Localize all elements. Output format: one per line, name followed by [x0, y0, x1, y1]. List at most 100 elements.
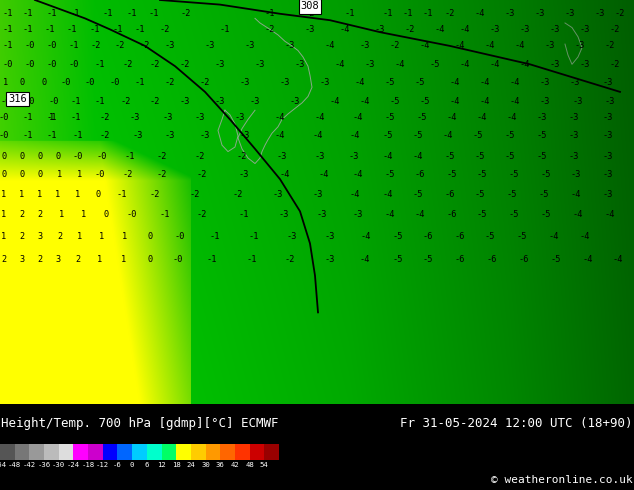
Text: -3: -3 — [239, 170, 249, 179]
Text: -3: -3 — [603, 170, 613, 179]
Bar — [29, 444, 44, 460]
Text: -3: -3 — [603, 113, 613, 122]
Text: -5: -5 — [423, 255, 433, 264]
Text: -1: -1 — [94, 60, 105, 69]
Text: 308: 308 — [301, 1, 320, 11]
Text: -3: -3 — [565, 9, 575, 18]
Text: -3: -3 — [317, 211, 327, 220]
Text: 0: 0 — [37, 152, 42, 161]
Text: -4: -4 — [515, 42, 525, 50]
Text: -5: -5 — [392, 232, 403, 241]
Text: 1: 1 — [81, 211, 87, 220]
Text: -4: -4 — [330, 97, 340, 105]
Text: -5: -5 — [385, 170, 395, 179]
Text: -2: -2 — [610, 25, 620, 34]
Text: -3: -3 — [255, 60, 265, 69]
Text: -1: -1 — [23, 9, 33, 18]
Text: -0: -0 — [73, 152, 83, 161]
Bar — [44, 444, 59, 460]
Text: 0: 0 — [1, 152, 6, 161]
Text: 1: 1 — [55, 190, 61, 199]
Text: -1: -1 — [265, 9, 275, 18]
Text: -3: -3 — [575, 42, 585, 50]
Text: -3: -3 — [605, 97, 615, 105]
Bar — [220, 444, 235, 460]
Text: -2: -2 — [115, 42, 126, 50]
Text: -4: -4 — [507, 113, 517, 122]
Text: -24: -24 — [67, 462, 80, 468]
Text: -1: -1 — [345, 9, 355, 18]
Text: -2: -2 — [195, 152, 205, 161]
Text: 1: 1 — [3, 78, 9, 87]
Text: -2: -2 — [200, 78, 210, 87]
Text: -3: -3 — [325, 255, 335, 264]
Text: 1: 1 — [1, 190, 6, 199]
Text: -3: -3 — [603, 152, 613, 161]
Text: © weatheronline.co.uk: © weatheronline.co.uk — [491, 475, 633, 485]
Text: 3: 3 — [20, 255, 25, 264]
Text: -4: -4 — [275, 113, 285, 122]
Text: -1: -1 — [71, 97, 81, 105]
Text: -5: -5 — [505, 131, 515, 141]
Bar — [117, 444, 132, 460]
Text: -6: -6 — [519, 255, 529, 264]
Text: -0: -0 — [47, 60, 57, 69]
Text: -3: -3 — [573, 97, 583, 105]
Text: -4: -4 — [612, 255, 623, 264]
Text: -4: -4 — [605, 211, 615, 220]
Text: -2: -2 — [123, 170, 133, 179]
Text: -3: -3 — [603, 78, 613, 87]
Text: -1: -1 — [423, 9, 433, 18]
Text: -4: -4 — [571, 190, 581, 199]
Text: 1: 1 — [75, 190, 81, 199]
Text: -4: -4 — [313, 131, 323, 141]
Text: -1: -1 — [247, 255, 257, 264]
Text: -4: -4 — [485, 42, 495, 50]
Text: -3: -3 — [240, 78, 250, 87]
Text: -1: -1 — [135, 78, 145, 87]
Text: -4: -4 — [443, 131, 453, 141]
Text: -5: -5 — [508, 170, 519, 179]
Text: -6: -6 — [455, 255, 465, 264]
Text: -3: -3 — [215, 97, 225, 105]
Text: -0: -0 — [1, 97, 11, 105]
Text: -1: -1 — [220, 25, 230, 34]
Text: -3: -3 — [520, 25, 530, 34]
Text: -0: -0 — [175, 232, 185, 241]
Text: -3: -3 — [320, 78, 330, 87]
Text: -2: -2 — [404, 25, 415, 34]
Text: -4: -4 — [549, 232, 559, 241]
Text: -2: -2 — [390, 42, 400, 50]
Text: -5: -5 — [551, 255, 561, 264]
Text: -12: -12 — [96, 462, 109, 468]
Text: 0: 0 — [95, 190, 101, 199]
Text: -4: -4 — [314, 113, 325, 122]
Text: -1: -1 — [3, 25, 13, 34]
Text: -4: -4 — [480, 97, 490, 105]
Text: -3: -3 — [571, 170, 581, 179]
Text: -0: -0 — [49, 97, 59, 105]
Text: -4: -4 — [385, 211, 395, 220]
Text: 1: 1 — [121, 255, 127, 264]
Text: -1: -1 — [135, 25, 145, 34]
Text: -3: -3 — [165, 42, 175, 50]
Text: -2: -2 — [150, 60, 160, 69]
Text: -4: -4 — [489, 60, 500, 69]
Text: -3: -3 — [353, 211, 363, 220]
Text: -5: -5 — [413, 131, 424, 141]
Bar — [264, 444, 279, 460]
Text: -1: -1 — [67, 25, 77, 34]
Text: -0: -0 — [85, 78, 95, 87]
Text: -5: -5 — [420, 97, 430, 105]
Text: -4: -4 — [415, 211, 425, 220]
Text: -4: -4 — [383, 190, 393, 199]
Text: 0: 0 — [20, 152, 25, 161]
Text: -3: -3 — [540, 97, 550, 105]
Text: -0: -0 — [3, 60, 13, 69]
Text: -6: -6 — [423, 232, 433, 241]
Text: -0: -0 — [0, 113, 10, 122]
Text: -2: -2 — [120, 97, 131, 105]
Text: -1: -1 — [239, 211, 249, 220]
Text: 54: 54 — [260, 462, 269, 468]
Text: -3: -3 — [579, 60, 590, 69]
